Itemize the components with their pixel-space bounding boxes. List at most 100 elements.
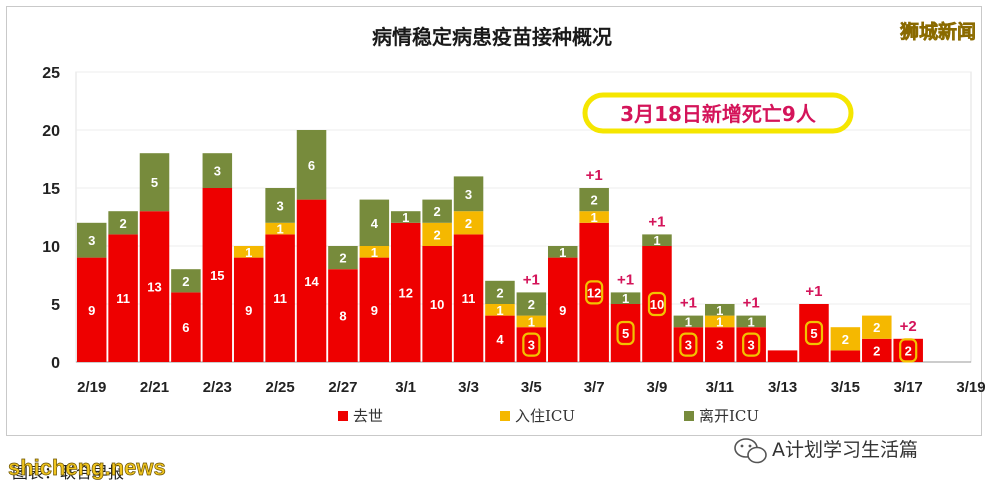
y-tick-label: 10 (42, 239, 60, 256)
label-highlight-ring (679, 332, 698, 357)
bar-left_icu-2/25 (265, 188, 295, 223)
bar-value-label: 2 (119, 216, 126, 231)
bar-admitted-3/4 (485, 304, 515, 316)
bar-value-label: 2 (528, 297, 535, 312)
bar-left_icu-3/5 (516, 292, 547, 316)
increment-annotation: +1 (586, 167, 603, 184)
bar-value-label: 9 (371, 303, 378, 318)
bar-value-label: 8 (339, 309, 346, 324)
y-tick-label: 0 (51, 355, 60, 372)
bar-value-label: 10 (430, 297, 444, 312)
bar-left_icu-2/22 (171, 269, 201, 293)
bar-value-label: 1 (653, 233, 660, 248)
bar-left_icu-2/23 (202, 153, 233, 188)
bar-deaths-3/8 (610, 304, 641, 362)
bar-admitted-3/11 (705, 315, 735, 328)
bar-value-label: 2 (339, 251, 346, 266)
legend-label-left-icu: 离开ICU (699, 407, 759, 425)
bar-admitted-2/28 (359, 246, 390, 258)
bar-deaths-3/15 (830, 350, 861, 362)
bar-value-label: 1 (277, 222, 284, 237)
bar-value-label: 3 (465, 187, 472, 202)
annotations: +1 +1 +1 +1 +1 +1 +1 +2 (523, 167, 917, 335)
bar-value-label: 1 (591, 210, 598, 225)
bar-deaths-2/24 (233, 257, 264, 362)
bar-value-label: 14 (304, 274, 319, 289)
bar-value-label: 1 (622, 291, 629, 306)
bar-value-label: 2 (873, 320, 880, 335)
callout-text: 3月18日新增死亡9人 (620, 102, 817, 126)
bar-value-label: 11 (462, 291, 476, 306)
x-tick-label: 2/19 (77, 379, 106, 396)
bar-value-label: 13 (147, 280, 161, 295)
bar-left_icu-3/10 (673, 315, 704, 328)
bar-deaths-3/2 (422, 246, 452, 362)
bar-value-label: 9 (245, 303, 252, 318)
bar-left_icu-3/3 (453, 176, 484, 212)
bar-value-label: 2 (465, 216, 472, 231)
bar-value-label: 2 (434, 204, 441, 219)
bar-value-label: 4 (496, 332, 504, 347)
bar-left_icu-3/4 (485, 280, 515, 304)
bar-admitted-3/16 (862, 315, 892, 339)
bar-deaths-2/20 (108, 234, 138, 362)
y-axis: 0 5 10 15 20 25 (42, 65, 60, 372)
label-highlight-ring (804, 320, 824, 346)
bar-deaths-3/13 (767, 350, 798, 362)
x-axis: 2/19 2/21 2/23 2/25 2/27 3/1 3/3 3/5 3/7 3/9 3/11 3… (77, 379, 986, 396)
increment-annotation: +1 (617, 271, 634, 288)
watermark-bottom-left: shicheng.news (8, 455, 166, 480)
wechat-icon (734, 438, 767, 464)
bar-value-label: 2 (434, 227, 441, 242)
bar-deaths-2/22 (171, 292, 201, 362)
bar-deaths-3/16 (862, 338, 892, 362)
bar-deaths-3/6 (547, 257, 578, 362)
legend-label-admitted: 入住ICU (515, 407, 575, 425)
wechat-account-label: A计划学习生活篇 (772, 439, 918, 461)
bar-value-label: 1 (559, 245, 566, 260)
bar-deaths-2/27 (328, 269, 358, 362)
bar-value-label: 3 (88, 233, 95, 248)
bar-left_icu-3/12 (736, 315, 766, 328)
increment-annotation: +1 (805, 283, 822, 300)
bar-deaths-2/23 (202, 188, 233, 362)
x-tick-label: 2/25 (266, 379, 295, 396)
bar-value-label: 1 (402, 210, 409, 225)
bar-value-label: 2 (496, 285, 503, 300)
bar-left_icu-3/9 (642, 234, 672, 246)
bar-value-label: 9 (559, 303, 566, 318)
bar-deaths-3/11 (705, 327, 735, 362)
y-tick-label: 20 (42, 123, 60, 140)
bar-value-label: 11 (116, 291, 130, 306)
caption: 图表：联合早报 (12, 463, 124, 482)
bar-deaths-3/14 (799, 304, 829, 362)
bar-left_icu-2/27 (328, 246, 358, 270)
legend-label-deaths: 去世 (353, 407, 383, 425)
bar-left_icu-2/19 (76, 222, 107, 258)
x-tick-label: 2/21 (140, 379, 169, 396)
bar-left_icu-3/11 (705, 304, 735, 316)
bar-value-label: 2 (842, 332, 849, 347)
bar-value-label: 10 (650, 297, 664, 312)
bar-value-label: 6 (182, 320, 189, 335)
legend-swatch-left-icu (684, 411, 694, 421)
bar-value-label: 1 (245, 245, 252, 260)
bar-admitted-2/25 (265, 222, 295, 235)
chart-title: 病情稳定病患疫苗接种概况 (372, 25, 612, 49)
bar-value-label: 2 (905, 343, 912, 358)
increment-annotation: +2 (900, 318, 917, 335)
legend-swatch-admitted (500, 411, 510, 421)
bar-admitted-3/5 (516, 315, 547, 328)
bar-deaths-2/25 (265, 234, 295, 362)
bar-left_icu-2/28 (359, 199, 390, 246)
bar-deaths-2/26 (296, 199, 327, 362)
x-tick-label: 3/11 (706, 379, 734, 396)
bar-admitted-3/7 (579, 211, 609, 223)
bar-deaths-2/21 (139, 211, 170, 362)
bar-value-label: 1 (371, 245, 378, 260)
bar-left_icu-3/1 (390, 211, 421, 223)
callout-bubble: 3月18日新增死亡9人 (582, 92, 854, 134)
x-tick-label: 3/1 (395, 379, 416, 396)
